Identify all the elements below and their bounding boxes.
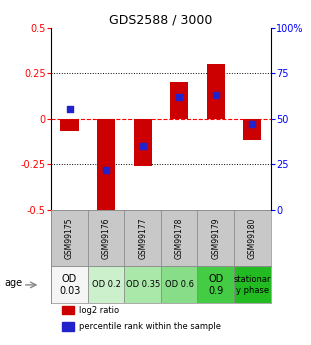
Text: OD
0.03: OD 0.03 bbox=[59, 274, 80, 296]
Text: stationar
y phase: stationar y phase bbox=[234, 275, 271, 295]
Point bbox=[67, 107, 72, 112]
Text: OD 0.6: OD 0.6 bbox=[165, 280, 194, 289]
Text: percentile rank within the sample: percentile rank within the sample bbox=[79, 322, 221, 331]
Text: GSM99179: GSM99179 bbox=[211, 217, 220, 259]
Text: GSM99177: GSM99177 bbox=[138, 217, 147, 259]
Bar bbox=[197, 209, 234, 266]
Text: GSM99176: GSM99176 bbox=[102, 217, 111, 259]
Text: GSM99178: GSM99178 bbox=[175, 217, 184, 259]
Text: OD 0.2: OD 0.2 bbox=[92, 280, 121, 289]
Point bbox=[250, 121, 255, 127]
Text: OD
0.9: OD 0.9 bbox=[208, 274, 223, 296]
Text: OD 0.35: OD 0.35 bbox=[126, 280, 160, 289]
Bar bbox=[97, 119, 115, 224]
Point bbox=[140, 143, 145, 149]
Point bbox=[104, 167, 109, 172]
Bar bbox=[88, 266, 124, 303]
Bar bbox=[161, 209, 197, 266]
Bar bbox=[234, 266, 271, 303]
Point bbox=[177, 94, 182, 99]
Bar bbox=[62, 322, 74, 331]
Bar bbox=[243, 119, 262, 140]
Bar bbox=[51, 266, 88, 303]
Text: GSM99180: GSM99180 bbox=[248, 217, 257, 259]
Bar bbox=[133, 119, 152, 166]
Bar bbox=[234, 209, 271, 266]
Text: age: age bbox=[5, 278, 23, 288]
Text: log2 ratio: log2 ratio bbox=[79, 306, 119, 315]
Bar bbox=[170, 82, 188, 119]
Bar bbox=[197, 266, 234, 303]
Bar bbox=[161, 266, 197, 303]
Bar bbox=[51, 209, 88, 266]
Point bbox=[213, 92, 218, 98]
Bar bbox=[124, 209, 161, 266]
Title: GDS2588 / 3000: GDS2588 / 3000 bbox=[109, 13, 213, 27]
Bar bbox=[124, 266, 161, 303]
Bar bbox=[62, 306, 74, 314]
Bar bbox=[60, 119, 79, 131]
Bar bbox=[207, 64, 225, 119]
Bar bbox=[88, 209, 124, 266]
Text: GSM99175: GSM99175 bbox=[65, 217, 74, 259]
